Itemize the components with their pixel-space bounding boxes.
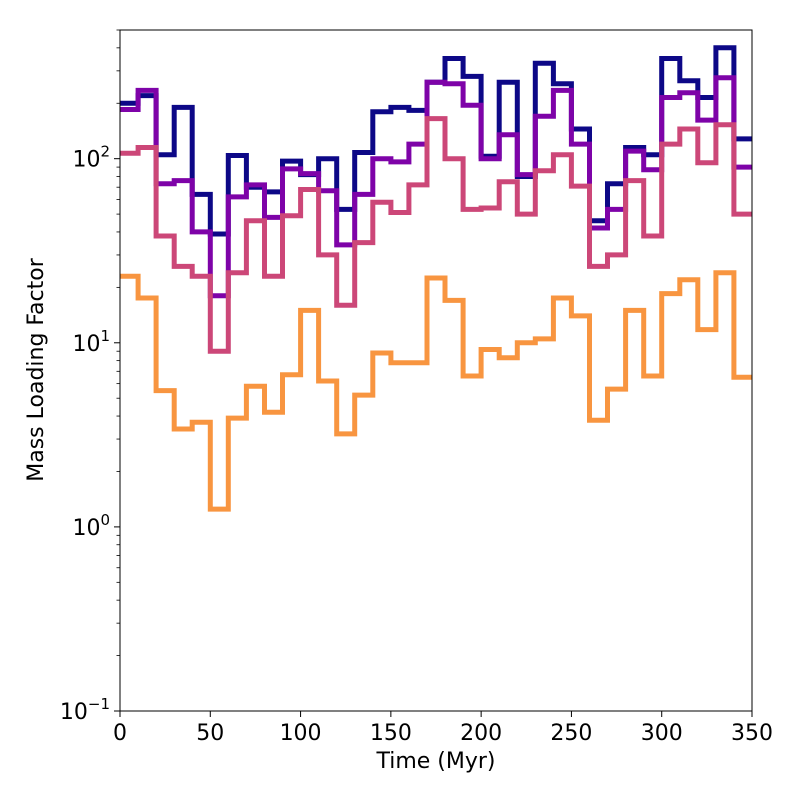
y-tick-label: 102 [72, 143, 110, 173]
x-tick-label: 150 [370, 721, 412, 746]
y-tick-label: 10−1 [60, 695, 110, 725]
x-tick-label: 250 [550, 721, 592, 746]
x-tick-label: 100 [280, 721, 322, 746]
series-line-2 [120, 75, 752, 299]
series-layer [120, 45, 752, 512]
plot-frame [119, 29, 753, 712]
y-axis-ticks: 10−1 100 101 102 [60, 29, 120, 725]
x-tick-label: 200 [460, 721, 502, 746]
series-line-1 [120, 45, 752, 237]
x-tick-label: 350 [731, 721, 773, 746]
x-tick-label: 0 [113, 721, 127, 746]
y-tick-label: 101 [72, 327, 110, 357]
y-tick-label: 100 [72, 511, 110, 541]
x-axis-label: Time (Myr) [375, 749, 495, 774]
series-line-3 [120, 116, 752, 354]
x-tick-label: 50 [196, 721, 224, 746]
y-axis-label: Mass Loading Factor [24, 257, 49, 481]
x-tick-label: 300 [641, 721, 683, 746]
x-axis-ticks: 0 50 100 150 200 250 300 350 [113, 711, 773, 746]
series-line-4 [120, 270, 752, 512]
